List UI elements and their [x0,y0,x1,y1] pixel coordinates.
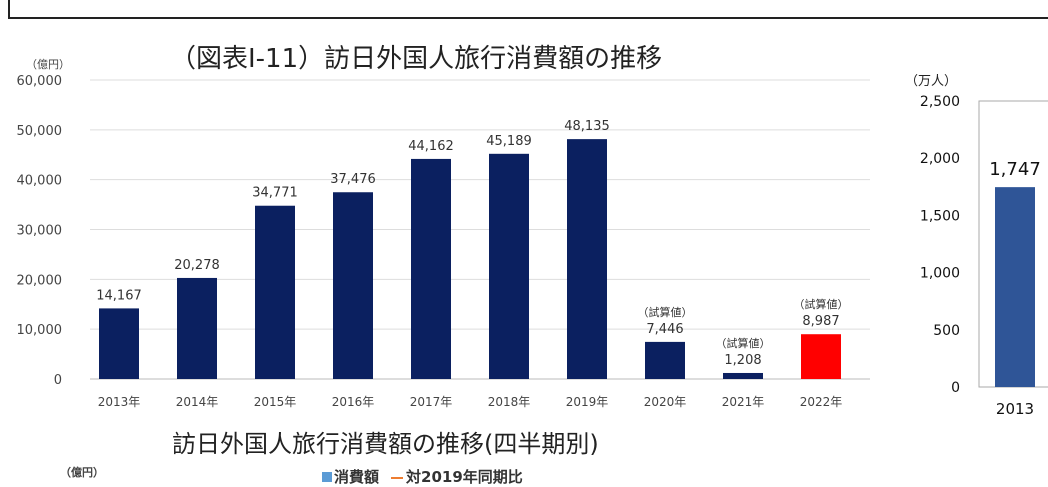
y-tick-label: 500 [933,323,960,339]
bar-annotation: （試算値） [716,336,771,350]
x-tick-label: 2014年 [176,395,219,409]
x-tick-label: 2013年 [98,395,141,409]
x-tick-label: 2013 [996,400,1034,418]
bar-value-label: 8,987 [802,314,839,329]
bar-value-label: 14,167 [96,288,142,303]
legend-swatch-ratio [391,476,404,479]
y-unit-right: （万人） [905,74,958,89]
bar [99,308,139,379]
bar-value-label: 44,162 [408,139,454,154]
y-tick-label: 2,500 [920,94,960,110]
bar [255,205,295,379]
y-tick-label: 50,000 [17,124,63,139]
y-tick-label: 20,000 [17,273,63,288]
bar [995,187,1035,387]
chart-title-main: （図表Ⅰ-11）訪日外国人旅行消費額の推移 [170,44,663,74]
bar-value-label: 34,771 [252,186,298,201]
legend-label-ratio: 対2019年同期比 [406,468,523,486]
x-tick-label: 2018年 [488,395,531,409]
bar [645,341,685,379]
bar-annotation: （試算値） [638,305,693,319]
y-unit-main: （億円） [26,58,70,71]
bar [801,334,841,379]
x-tick-label: 2020年 [644,395,687,409]
bar-annotation: （試算値） [794,297,849,311]
legend-swatch-consumption [322,472,332,482]
legend: 消費額 対2019年同期比 [322,466,523,487]
y-tick-label: 1,000 [920,266,960,282]
x-tick-label: 2022年 [800,395,843,409]
y-tick-label: 10,000 [17,323,63,338]
y-tick-label: 1,500 [920,208,960,224]
bar [333,192,373,379]
bar-value-label: 20,278 [174,258,220,273]
bar [723,372,763,379]
y-tick-label: 0 [951,380,960,396]
y-tick-label: 2,000 [920,151,960,167]
bar [567,139,607,379]
x-tick-label: 2015年 [254,395,297,409]
x-tick-label: 2016年 [332,395,375,409]
y-unit-quarterly: （億円） [60,466,104,479]
x-tick-label: 2017年 [410,395,453,409]
y-tick-label: 60,000 [17,74,63,89]
bar [177,277,217,379]
bar-value-label: 7,446 [646,322,683,337]
chart-title-quarterly: 訪日外国人旅行消費額の推移(四半期別) [172,430,599,458]
bar-value-label: 37,476 [330,172,376,187]
bar-value-label: 1,208 [724,353,761,368]
x-tick-label: 2021年 [722,395,765,409]
x-tick-label: 2019年 [566,395,609,409]
bar-value-label: 48,135 [564,119,610,134]
bar-value-label: 45,189 [486,134,532,149]
y-tick-label: 40,000 [17,174,63,189]
bar [489,153,529,379]
legend-label-consumption: 消費額 [334,468,380,486]
y-tick-label: 30,000 [17,224,63,239]
top-frame [8,0,1048,19]
y-tick-label: 0 [54,373,62,388]
bar-value-label: 1,747 [989,159,1041,180]
bar [411,158,451,379]
